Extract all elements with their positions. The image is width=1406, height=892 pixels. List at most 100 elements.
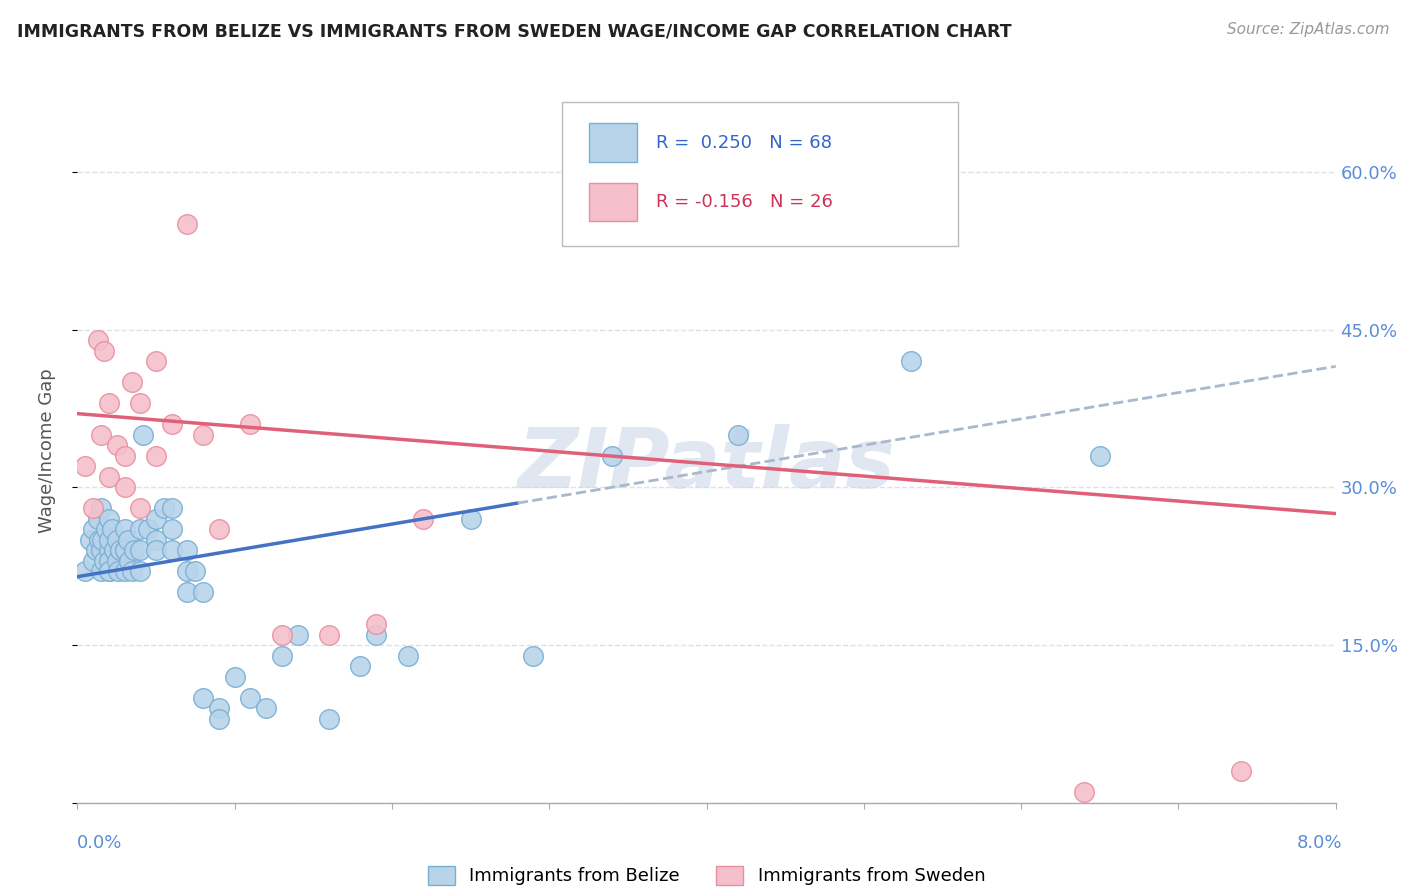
Point [160, 543, 183, 558]
Point [160, 501, 183, 516]
Point [129, 565, 152, 579]
Text: 8.0%: 8.0% [1298, 834, 1343, 852]
Point [105, 533, 128, 547]
Point [90, 543, 112, 558]
Point [90, 427, 112, 442]
Point [460, 512, 482, 526]
Point [114, 449, 136, 463]
Point [103, 543, 125, 558]
Point [114, 543, 136, 558]
Legend: Immigrants from Belize, Immigrants from Sweden: Immigrants from Belize, Immigrants from … [427, 866, 986, 886]
Text: R =  0.250   N = 68: R = 0.250 N = 68 [657, 134, 832, 152]
Point [318, 712, 340, 726]
Point [114, 480, 136, 494]
Point [176, 217, 198, 231]
Point [412, 512, 434, 526]
Point [75, 565, 97, 579]
Point [208, 712, 231, 726]
Point [239, 690, 262, 705]
Point [145, 533, 167, 547]
Point [1230, 764, 1253, 779]
Point [129, 396, 152, 410]
Point [132, 427, 155, 442]
Text: 0.0%: 0.0% [77, 834, 122, 852]
Point [160, 417, 183, 432]
Point [82, 554, 104, 568]
Point [239, 417, 262, 432]
Point [136, 522, 159, 536]
Point [101, 522, 124, 536]
Point [117, 533, 139, 547]
Point [105, 554, 128, 568]
Point [105, 438, 128, 452]
Point [91, 533, 114, 547]
Point [97, 554, 120, 568]
Bar [589, 123, 637, 161]
Text: IMMIGRANTS FROM BELIZE VS IMMIGRANTS FROM SWEDEN WAGE/INCOME GAP CORRELATION CHA: IMMIGRANTS FROM BELIZE VS IMMIGRANTS FRO… [17, 22, 1011, 40]
Point [318, 627, 340, 641]
Point [93, 343, 115, 358]
Point [84, 543, 107, 558]
Point [89, 533, 111, 547]
Point [900, 354, 922, 368]
Point [191, 427, 215, 442]
Point [90, 501, 112, 516]
Point [160, 522, 183, 536]
Point [176, 543, 198, 558]
Point [114, 565, 136, 579]
Point [176, 585, 198, 599]
Point [184, 565, 207, 579]
Point [114, 543, 136, 558]
Point [396, 648, 419, 663]
Point [145, 543, 167, 558]
Point [366, 627, 388, 641]
Point [270, 627, 292, 641]
Point [97, 543, 120, 558]
Point [176, 565, 198, 579]
Point [129, 501, 152, 516]
Point [270, 648, 292, 663]
Point [107, 565, 129, 579]
Point [145, 354, 167, 368]
Point [114, 522, 136, 536]
Point [129, 543, 152, 558]
Y-axis label: Wage/Income Gap: Wage/Income Gap [38, 368, 56, 533]
Point [153, 501, 176, 516]
Point [97, 396, 120, 410]
Point [97, 565, 120, 579]
Point [97, 469, 120, 483]
Point [600, 449, 623, 463]
Point [145, 512, 167, 526]
Point [118, 554, 141, 568]
Point [97, 533, 120, 547]
Point [121, 375, 143, 389]
Point [1073, 785, 1095, 799]
Point [349, 659, 371, 673]
FancyBboxPatch shape [562, 102, 959, 246]
Point [87, 512, 110, 526]
Point [75, 459, 97, 474]
Point [191, 585, 215, 599]
Point [82, 501, 104, 516]
Point [108, 543, 131, 558]
Point [122, 543, 145, 558]
Point [94, 522, 117, 536]
Point [93, 554, 115, 568]
Point [79, 533, 101, 547]
Text: Source: ZipAtlas.com: Source: ZipAtlas.com [1226, 22, 1389, 37]
Point [90, 565, 112, 579]
Point [82, 522, 104, 536]
Point [121, 565, 143, 579]
Point [208, 701, 231, 715]
Text: ZIPatlas: ZIPatlas [517, 424, 896, 505]
Point [129, 522, 152, 536]
Point [191, 690, 215, 705]
Text: R = -0.156   N = 26: R = -0.156 N = 26 [657, 194, 834, 211]
Bar [589, 183, 637, 221]
Point [254, 701, 277, 715]
Point [224, 670, 246, 684]
Point [145, 449, 167, 463]
Point [97, 512, 120, 526]
Point [366, 617, 388, 632]
Point [87, 333, 110, 347]
